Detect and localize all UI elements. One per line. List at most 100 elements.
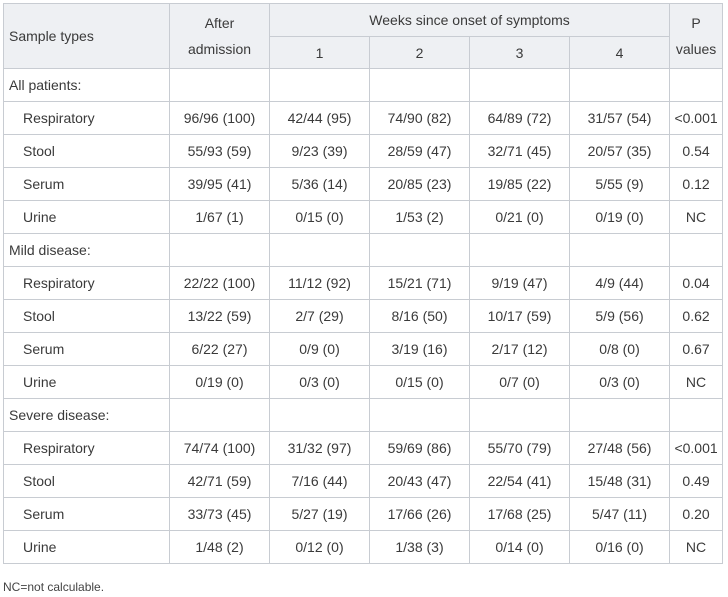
p-value-cell: NC xyxy=(669,530,724,564)
p-value-cell: NC xyxy=(669,200,724,234)
p-value-cell: <0.001 xyxy=(669,101,724,135)
table-row: Urine 1/48 (2) 0/12 (0) 1/38 (3) 0/14 (0… xyxy=(3,530,724,564)
after-admission-cell: 1/48 (2) xyxy=(169,530,270,564)
p-value-cell: 0.49 xyxy=(669,464,724,498)
week-1-cell: 5/27 (19) xyxy=(269,497,370,531)
header-week-1: 1 xyxy=(269,36,370,69)
group-row: All patients: xyxy=(3,68,724,102)
week-1-cell: 5/36 (14) xyxy=(269,167,370,201)
sample-type-cell: Respiratory xyxy=(3,101,170,135)
week-4-cell: 4/9 (44) xyxy=(568,266,671,300)
week-3-cell: 0/21 (0) xyxy=(469,200,570,234)
week-2-cell: 3/19 (16) xyxy=(369,332,470,366)
header-p-line2: values xyxy=(675,41,717,57)
after-admission-cell: 96/96 (100) xyxy=(169,101,270,135)
footnote: NC=not calculable. xyxy=(3,580,105,594)
week-4-cell: 15/48 (31) xyxy=(568,464,671,498)
table-row: Respiratory 96/96 (100) 42/44 (95) 74/90… xyxy=(3,101,724,135)
after-admission-cell: 13/22 (59) xyxy=(169,299,270,333)
table-row: Serum 6/22 (27) 0/9 (0) 3/19 (16) 2/17 (… xyxy=(3,332,724,366)
sample-type-cell: Urine xyxy=(3,365,170,399)
week-4-cell: 5/9 (56) xyxy=(568,299,671,333)
week-1-cell: 7/16 (44) xyxy=(269,464,370,498)
week-3-cell: 0/14 (0) xyxy=(469,530,570,564)
week-2-cell: 20/43 (47) xyxy=(369,464,470,498)
group-label: Mild disease: xyxy=(3,233,170,267)
week-1-cell: 0/12 (0) xyxy=(269,530,370,564)
sample-type-cell: Urine xyxy=(3,200,170,234)
week-4-cell: 0/8 (0) xyxy=(568,332,671,366)
header-weeks-group: Weeks since onset of symptoms xyxy=(268,3,671,37)
after-admission-cell: 39/95 (41) xyxy=(169,167,270,201)
after-admission-cell: 55/93 (59) xyxy=(169,134,270,168)
week-3-cell: 2/17 (12) xyxy=(469,332,570,366)
week-4-cell: 31/57 (54) xyxy=(568,101,671,135)
group-label: All patients: xyxy=(3,68,170,102)
table-row: Serum 33/73 (45) 5/27 (19) 17/66 (26) 17… xyxy=(3,497,724,531)
after-admission-cell: 0/19 (0) xyxy=(169,365,270,399)
week-4-cell: 5/55 (9) xyxy=(568,167,671,201)
table-row: Respiratory 22/22 (100) 11/12 (92) 15/21… xyxy=(3,266,724,300)
week-4-cell: 0/19 (0) xyxy=(568,200,671,234)
week-3-cell: 55/70 (79) xyxy=(469,431,570,465)
week-1-cell: 0/3 (0) xyxy=(269,365,370,399)
results-table: Sample types After admission Weeks since… xyxy=(3,3,724,564)
sample-type-cell: Stool xyxy=(3,134,170,168)
group-row: Severe disease: xyxy=(3,398,724,432)
week-1-cell: 0/15 (0) xyxy=(269,200,370,234)
week-4-cell: 0/3 (0) xyxy=(568,365,671,399)
week-2-cell: 20/85 (23) xyxy=(369,167,470,201)
table-row: Stool 42/71 (59) 7/16 (44) 20/43 (47) 22… xyxy=(3,464,724,498)
week-2-cell: 0/15 (0) xyxy=(369,365,470,399)
p-value-cell: 0.12 xyxy=(669,167,724,201)
header-week-3: 3 xyxy=(469,36,570,69)
sample-type-cell: Serum xyxy=(3,332,170,366)
week-2-cell: 1/53 (2) xyxy=(369,200,470,234)
week-2-cell: 1/38 (3) xyxy=(369,530,470,564)
p-value-cell: 0.54 xyxy=(669,134,724,168)
header-p-values: P values xyxy=(669,3,724,69)
week-4-cell: 27/48 (56) xyxy=(568,431,671,465)
week-4-cell: 20/57 (35) xyxy=(568,134,671,168)
group-label: Severe disease: xyxy=(3,398,170,432)
week-1-cell: 9/23 (39) xyxy=(269,134,370,168)
week-2-cell: 15/21 (71) xyxy=(369,266,470,300)
header-week-2: 2 xyxy=(369,36,470,69)
p-value-cell: 0.20 xyxy=(669,497,724,531)
week-1-cell: 0/9 (0) xyxy=(269,332,370,366)
week-1-cell: 2/7 (29) xyxy=(269,299,370,333)
sample-type-cell: Urine xyxy=(3,530,170,564)
week-3-cell: 9/19 (47) xyxy=(469,266,570,300)
week-3-cell: 19/85 (22) xyxy=(469,167,570,201)
table-row: Urine 1/67 (1) 0/15 (0) 1/53 (2) 0/21 (0… xyxy=(3,200,724,234)
table-row: Stool 55/93 (59) 9/23 (39) 28/59 (47) 32… xyxy=(3,134,724,168)
p-value-cell: NC xyxy=(669,365,724,399)
header-week-4: 4 xyxy=(568,36,671,69)
header-after-line2: admission xyxy=(187,41,252,57)
week-3-cell: 64/89 (72) xyxy=(469,101,570,135)
week-2-cell: 59/69 (86) xyxy=(369,431,470,465)
week-3-cell: 17/68 (25) xyxy=(469,497,570,531)
week-3-cell: 32/71 (45) xyxy=(469,134,570,168)
week-3-cell: 10/17 (59) xyxy=(469,299,570,333)
after-admission-cell: 42/71 (59) xyxy=(169,464,270,498)
week-2-cell: 28/59 (47) xyxy=(369,134,470,168)
week-1-cell: 42/44 (95) xyxy=(269,101,370,135)
p-value-cell: <0.001 xyxy=(669,431,724,465)
p-value-cell: 0.67 xyxy=(669,332,724,366)
after-admission-cell: 22/22 (100) xyxy=(169,266,270,300)
after-admission-cell: 6/22 (27) xyxy=(169,332,270,366)
header-after-line1: After xyxy=(204,15,235,31)
header-sample-types: Sample types xyxy=(3,3,170,69)
after-admission-cell: 1/67 (1) xyxy=(169,200,270,234)
week-2-cell: 74/90 (82) xyxy=(369,101,470,135)
group-row: Mild disease: xyxy=(3,233,724,267)
sample-type-cell: Respiratory xyxy=(3,431,170,465)
sample-type-cell: Stool xyxy=(3,299,170,333)
p-value-cell: 0.62 xyxy=(669,299,724,333)
header-after-admission: After admission xyxy=(169,3,270,69)
after-admission-cell: 33/73 (45) xyxy=(169,497,270,531)
table-row: Stool 13/22 (59) 2/7 (29) 8/16 (50) 10/1… xyxy=(3,299,724,333)
week-3-cell: 0/7 (0) xyxy=(469,365,570,399)
week-4-cell: 5/47 (11) xyxy=(568,497,671,531)
